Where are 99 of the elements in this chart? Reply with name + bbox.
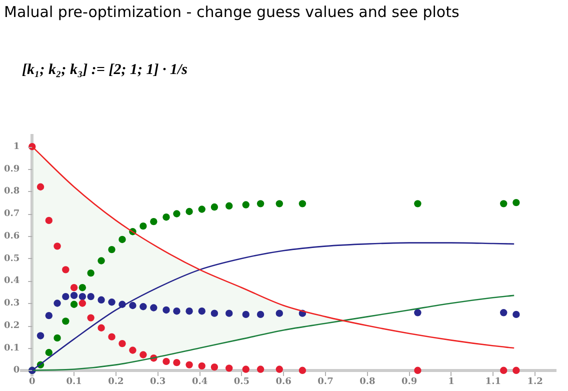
point	[226, 202, 233, 210]
point	[62, 266, 70, 274]
y-tick-label: 0.8	[4, 186, 20, 197]
point	[54, 242, 61, 250]
point	[45, 312, 52, 320]
y-tick-label: 1	[13, 142, 20, 152]
y-tick-label: 0.5	[4, 254, 20, 264]
point	[98, 257, 105, 264]
point	[162, 306, 170, 314]
point	[87, 314, 94, 322]
point	[186, 307, 193, 315]
point	[62, 292, 70, 300]
point	[70, 292, 78, 300]
point	[414, 366, 422, 374]
y-tick-label: 0.9	[4, 164, 20, 174]
point	[108, 246, 116, 254]
point	[414, 309, 422, 316]
point	[129, 302, 136, 310]
x-tick-label: 1.1	[485, 377, 501, 388]
point	[298, 366, 306, 374]
chart-title: Malual pre-optimization - change guess values and see plots	[4, 3, 460, 21]
x-tick-label: 1.2	[527, 377, 543, 388]
point	[500, 309, 508, 316]
point	[186, 208, 193, 216]
point	[500, 366, 508, 374]
point	[36, 332, 44, 340]
point	[298, 200, 306, 208]
point	[276, 310, 283, 317]
point	[108, 298, 116, 306]
point	[118, 340, 126, 348]
point	[198, 206, 206, 213]
point	[78, 292, 86, 300]
y-tick-label: 0.3	[4, 298, 20, 309]
y-tick-label: 0.4	[4, 276, 20, 286]
point	[162, 358, 170, 366]
point	[87, 292, 94, 300]
point	[414, 200, 422, 208]
y-tick-label: 0	[13, 366, 20, 376]
point	[226, 310, 233, 317]
y-tick-label: 0.7	[4, 209, 20, 220]
point	[45, 216, 52, 224]
point	[256, 200, 264, 208]
point	[118, 236, 126, 244]
point	[140, 351, 147, 358]
point	[256, 366, 264, 373]
point	[45, 348, 52, 356]
point	[210, 310, 218, 317]
point	[276, 200, 283, 208]
point	[70, 300, 78, 308]
point	[242, 366, 250, 373]
point	[78, 300, 86, 307]
point	[98, 324, 105, 332]
x-tick-label: 0.6	[276, 377, 292, 388]
x-tick-label: 0.5	[234, 377, 250, 388]
point	[242, 201, 250, 208]
point	[78, 284, 86, 292]
point	[162, 213, 170, 221]
point	[173, 307, 180, 315]
point	[70, 284, 78, 292]
point	[242, 310, 250, 318]
text: [k₁; k₂; k₃] := [2; 1; 1] · 1/s	[22, 62, 188, 79]
point	[54, 334, 61, 342]
point	[512, 198, 520, 206]
point	[98, 296, 105, 304]
point	[108, 333, 116, 340]
point	[186, 361, 193, 368]
x-tick-label: 0.3	[150, 377, 166, 388]
point	[129, 346, 136, 354]
point	[54, 300, 61, 307]
x-tick-label: 0.7	[318, 377, 334, 388]
point	[173, 358, 180, 366]
x-tick-label: 0.2	[108, 377, 124, 388]
x-tick-label: 0.8	[360, 377, 376, 388]
x-tick-label: 0.4	[192, 377, 208, 388]
point	[173, 210, 180, 218]
point	[140, 222, 147, 230]
point	[512, 310, 520, 318]
point	[226, 364, 233, 372]
point	[276, 366, 283, 373]
x-tick-label: 0.9	[401, 377, 418, 388]
point	[500, 200, 508, 208]
point	[210, 203, 218, 211]
y-tick-label: 0.6	[4, 231, 20, 242]
point	[512, 366, 520, 374]
x-tick-label: 1	[448, 377, 454, 388]
point	[198, 307, 206, 315]
point	[36, 183, 44, 190]
point	[210, 363, 218, 371]
x-tick-label: 0	[29, 377, 36, 388]
point	[256, 310, 264, 318]
point	[87, 269, 94, 277]
point	[150, 218, 158, 226]
x-tick-label: 0.1	[66, 377, 82, 388]
point	[62, 318, 70, 325]
point	[140, 303, 147, 310]
y-tick-label: 0.1	[4, 343, 20, 354]
point	[198, 362, 206, 370]
y-tick-label: 0.2	[4, 320, 20, 331]
point	[150, 304, 158, 312]
